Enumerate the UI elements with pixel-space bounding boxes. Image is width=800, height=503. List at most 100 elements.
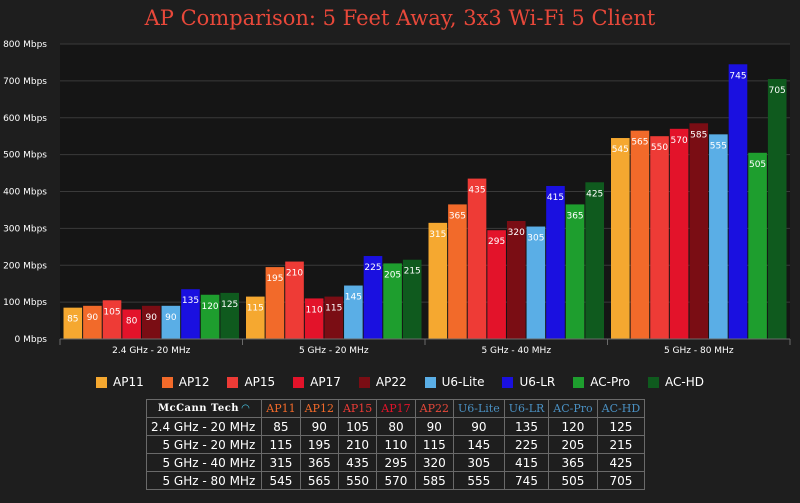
bar (220, 292, 239, 339)
bar (161, 305, 181, 339)
legend-swatch (573, 376, 585, 388)
table-cell: 555 (452, 471, 505, 490)
y-tick-label: 100 Mbps (3, 298, 47, 308)
table-cell: 225 (503, 435, 550, 454)
table-cell: 115 (261, 435, 301, 454)
bar (200, 294, 220, 339)
bar (428, 222, 448, 339)
bar-value-label: 225 (364, 263, 381, 273)
table-cell: 505 (548, 471, 598, 490)
bar (383, 263, 402, 339)
legend-swatch (96, 376, 108, 388)
bar (324, 296, 344, 339)
bar-value-label: 80 (126, 317, 138, 327)
table-cell: 210 (337, 435, 378, 454)
bar (728, 64, 748, 339)
table-cell: 90 (414, 417, 454, 436)
y-tick-label: 200 Mbps (3, 261, 47, 271)
table-cell: 550 (337, 471, 378, 490)
table-column-header: AC-HD (596, 399, 646, 418)
table-column-header: AP11 (261, 399, 301, 418)
bar-value-label: 215 (404, 267, 421, 277)
bar-value-label: 135 (182, 296, 199, 306)
bar-value-label: 365 (566, 211, 583, 221)
bar-value-label: 320 (508, 228, 525, 238)
table-cell: 135 (503, 417, 550, 436)
y-tick-label: 500 Mbps (3, 151, 47, 161)
table-cell: 565 (299, 471, 339, 490)
legend-label: AP17 (310, 375, 341, 389)
table-cell: 105 (337, 417, 378, 436)
legend-label: AP15 (244, 375, 276, 389)
bar (709, 134, 728, 339)
table-cell: 90 (299, 417, 339, 436)
x-tick-label: 5 GHz - 40 MHz (481, 346, 551, 356)
bar (265, 267, 285, 339)
table-row-header: 5 GHz - 40 MHz (145, 453, 263, 472)
y-tick-label: 600 Mbps (3, 114, 47, 124)
legend-label: U6-LR (519, 375, 556, 389)
bar (767, 79, 787, 339)
table-row-header: 5 GHz - 80 MHz (145, 471, 263, 490)
bar-value-label: 205 (384, 270, 401, 280)
legend: AP11 AP12 AP15 AP17 AP22 U6-Lite U6-LR AC-Pro AC… (0, 372, 800, 392)
table-cell: 205 (548, 435, 598, 454)
table-cell: 745 (503, 471, 550, 490)
legend-label: AC-Pro (590, 375, 630, 389)
table-column-header: U6-LR (503, 399, 550, 418)
legend-swatch (648, 376, 659, 388)
table-cell: 90 (452, 417, 505, 436)
bar-value-label: 120 (201, 302, 218, 312)
bar (611, 138, 630, 339)
bar-value-label: 555 (710, 141, 727, 151)
table-cell: 365 (548, 453, 598, 472)
table-row-header: 2.4 GHz - 20 MHz (145, 417, 263, 436)
bar (285, 261, 304, 339)
bar-value-label: 195 (266, 274, 283, 284)
bar-value-label: 705 (769, 86, 786, 96)
table-column-header: AP17 (376, 399, 416, 418)
y-tick-label: 300 Mbps (3, 224, 47, 234)
y-tick-label: 700 Mbps (3, 77, 47, 87)
table-row-header: 5 GHz - 20 MHz (145, 435, 263, 454)
data-table: McCann Tech ◠ AP11 AP12 AP15 AP17 AP22 U6-Lite… (145, 399, 646, 490)
bar-value-label: 585 (690, 130, 707, 140)
table-cell: 215 (596, 435, 646, 454)
bar (630, 130, 650, 339)
legend-item: AC-Pro (573, 375, 630, 389)
table-cell: 545 (261, 471, 301, 490)
legend-label: AP12 (178, 375, 210, 389)
legend-item: U6-LR (502, 375, 555, 389)
bar-chart: 0 Mbps 100 Mbps 200 Mbps 300 Mbps 400 Mbps 50… (3, 40, 791, 356)
table-cell: 585 (414, 471, 454, 490)
legend-label: AP22 (375, 375, 407, 389)
table-cell: 120 (548, 417, 598, 436)
bar (63, 307, 83, 339)
table-cell: 415 (503, 453, 550, 472)
bar-value-label: 570 (671, 136, 688, 146)
bar-value-label: 745 (729, 71, 746, 81)
legend-item: AC-HD (648, 375, 704, 389)
bar (344, 285, 363, 339)
chart-title: AP Comparison: 5 Feet Away, 3x3 Wi-Fi 5 … (144, 6, 656, 30)
bar (83, 305, 102, 339)
brand-name: McCann Tech (157, 403, 240, 414)
table-cell: 110 (376, 435, 416, 454)
bar-value-label: 565 (631, 138, 648, 148)
bar (487, 230, 506, 339)
bar-value-label: 115 (325, 304, 342, 314)
bar-value-label: 125 (221, 300, 238, 310)
y-tick-label: 800 Mbps (3, 40, 47, 50)
legend-item: AP15 (227, 375, 275, 389)
legend-label: U6-Lite (441, 375, 485, 389)
table-column-header: AP22 (414, 399, 454, 418)
bar (141, 305, 161, 339)
table-cell: 85 (261, 417, 301, 436)
legend-swatch (502, 376, 514, 388)
table-cell: 125 (596, 417, 646, 436)
table-column-header: U6-Lite (452, 399, 505, 418)
bar (546, 185, 565, 339)
legend-item: AP11 (96, 375, 144, 389)
bar (650, 136, 669, 339)
table-cell: 435 (337, 453, 378, 472)
